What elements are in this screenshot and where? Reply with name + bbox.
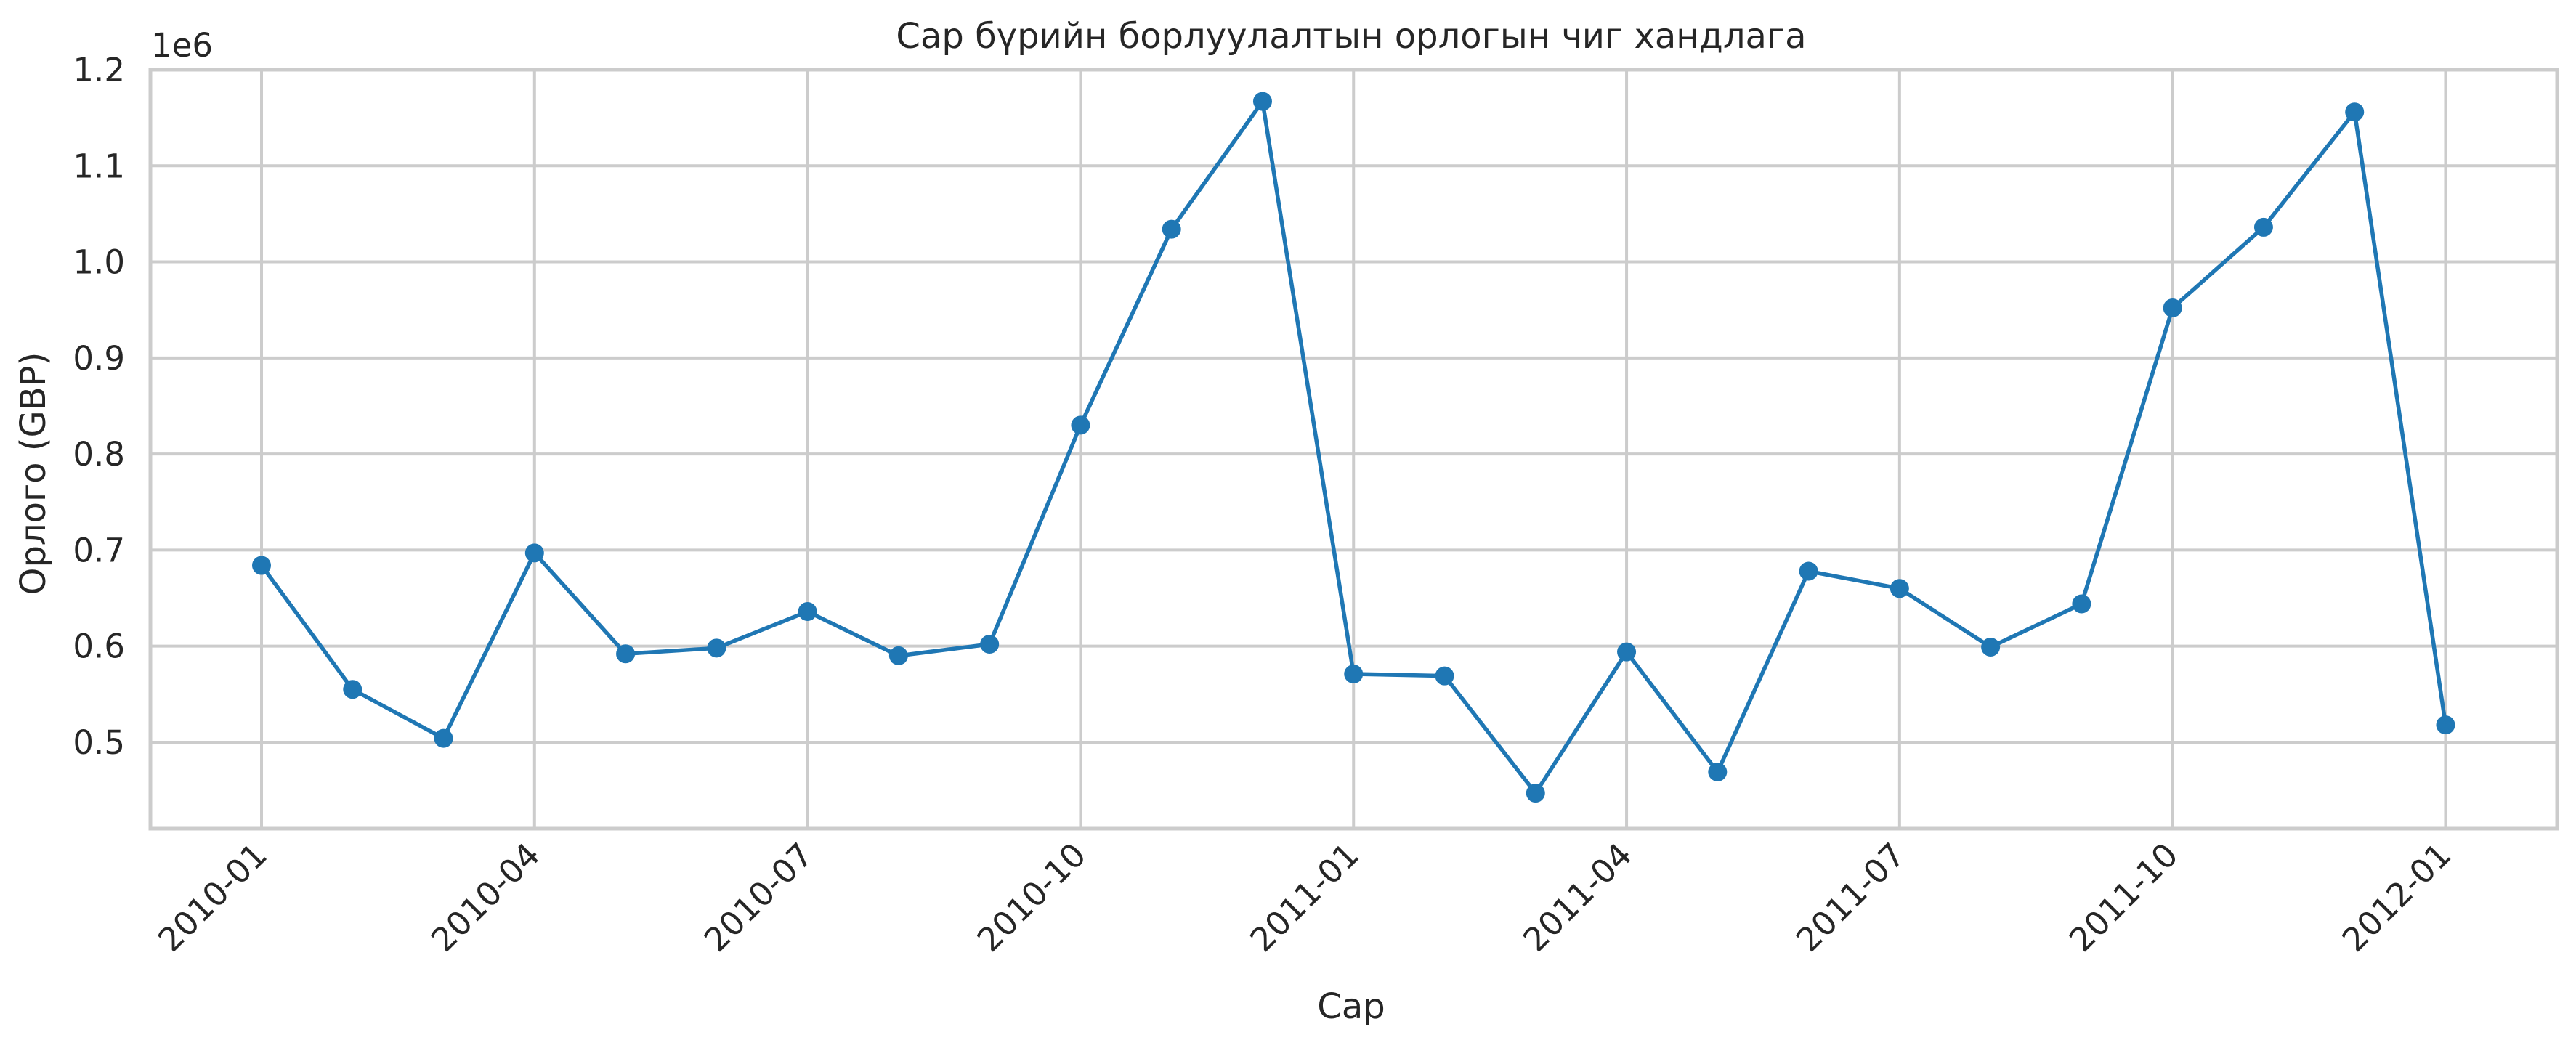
y-axis-label: Орлого (GBP)	[13, 352, 54, 596]
y-tick-label: 1.0	[73, 243, 125, 282]
data-point	[798, 602, 817, 622]
data-point	[1435, 666, 1454, 686]
x-axis-label: Сар	[1317, 986, 1385, 1027]
data-point	[252, 556, 271, 575]
y-tick-label: 0.8	[73, 435, 125, 474]
y-tick-label: 1.2	[73, 51, 125, 89]
data-point	[980, 635, 1000, 654]
data-point	[1799, 561, 1818, 581]
data-point	[2345, 102, 2365, 122]
y-tick-label: 0.5	[73, 723, 125, 762]
data-point	[1162, 219, 1181, 239]
data-point	[2072, 594, 2091, 614]
y-tick-label: 1.1	[73, 147, 125, 185]
data-point	[1617, 642, 1637, 662]
data-point	[707, 638, 726, 658]
y-axis-ticks: 0.5 0.6 0.7 0.8 0.9 1.0 1.1 1.2	[73, 51, 125, 762]
data-point	[1708, 762, 1728, 781]
data-point	[1071, 415, 1090, 435]
data-point	[343, 680, 362, 699]
data-point	[1890, 579, 1909, 598]
series-layer	[252, 92, 2455, 803]
plot-area-frame	[148, 68, 2559, 831]
data-point	[1252, 92, 1272, 111]
data-point	[2436, 715, 2455, 735]
y-axis-offset-label: 1e6	[151, 26, 213, 65]
data-point	[1981, 637, 2001, 657]
data-point	[434, 728, 453, 748]
data-point	[524, 543, 544, 563]
data-point	[616, 644, 636, 664]
data-point	[2163, 298, 2182, 318]
y-tick-label: 0.6	[73, 627, 125, 666]
y-tick-label: 0.9	[73, 339, 125, 378]
chart-title: Сар бүрийн борлуулалтын орлогын чиг ханд…	[896, 16, 1806, 57]
data-point	[2253, 217, 2273, 237]
y-tick-label: 0.7	[73, 531, 125, 569]
data-point	[1526, 784, 1545, 803]
data-point	[888, 646, 908, 665]
data-point	[1344, 665, 1364, 684]
